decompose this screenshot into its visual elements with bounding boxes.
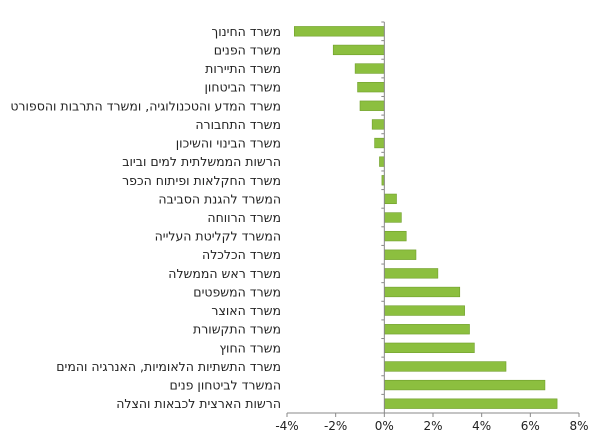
category-labels-group: משרד החינוך משרד הפנים משרד התיירות משרד הב… bbox=[10, 24, 281, 411]
bar-10 bbox=[384, 212, 402, 223]
bar-5 bbox=[371, 119, 385, 130]
category-label-0: משרד החינוך bbox=[212, 24, 281, 39]
category-label-13: משרד ראש הממשלה bbox=[168, 266, 281, 281]
x-tick-label-5: 6% bbox=[521, 419, 540, 433]
x-tick-label-4: 4% bbox=[472, 419, 491, 433]
bar-9 bbox=[384, 193, 397, 205]
category-label-14: משרד המשפטים bbox=[193, 284, 281, 299]
bar-20 bbox=[384, 398, 558, 409]
bar-16 bbox=[384, 324, 470, 335]
bar-1 bbox=[332, 44, 385, 56]
category-label-16: משרד התקשורת bbox=[193, 322, 281, 337]
category-label-7: הרשות הממשלתית למים וביוב bbox=[122, 154, 281, 169]
x-tick-label-6: 8% bbox=[569, 419, 588, 433]
bar-0 bbox=[293, 26, 385, 37]
category-label-20: הרשות הארצית לכבאות והצלה bbox=[116, 396, 281, 411]
category-label-6: משרד הבינוי והשיכון bbox=[176, 136, 281, 151]
x-tick-label-3: 2% bbox=[423, 419, 442, 433]
category-label-9: המשרד להגנת הסביבה bbox=[158, 191, 281, 206]
bar-12 bbox=[384, 249, 417, 260]
bar-3 bbox=[357, 82, 385, 93]
x-tick-label-1: -2% bbox=[324, 419, 347, 433]
category-label-11: המשרד לקליטת העלייה bbox=[155, 229, 281, 244]
x-tick-label-0: -4% bbox=[275, 419, 298, 433]
tick-labels-group: -4% -2% 0% 2% 4% 6% 8% bbox=[275, 419, 588, 433]
bar-6 bbox=[374, 137, 385, 149]
bar-15 bbox=[384, 305, 465, 316]
bar-18 bbox=[384, 361, 507, 372]
category-label-8: משרד החקלאות ופיתוח הכפר bbox=[122, 173, 281, 188]
bar-4 bbox=[359, 100, 385, 111]
bar-2 bbox=[354, 63, 385, 74]
x-tick-label-2: 0% bbox=[375, 419, 394, 433]
bar-11 bbox=[384, 230, 407, 242]
bar-14 bbox=[384, 286, 461, 298]
category-label-12: משרד הכלכלה bbox=[202, 247, 281, 262]
category-label-17: משרד החוץ bbox=[219, 340, 281, 355]
bars-group bbox=[293, 26, 558, 409]
category-label-15: משרד האוצר bbox=[211, 303, 281, 318]
bar-17 bbox=[384, 342, 475, 353]
category-label-4: משרד המדע והטכנולוגיה, ומשרד התרבות והספ… bbox=[10, 98, 281, 113]
bar-19 bbox=[384, 379, 546, 391]
category-label-5: משרד התחבורה bbox=[195, 117, 281, 132]
axes-group bbox=[286, 21, 580, 417]
category-label-18: משרד התשתיות הלאומיות, האנרגיה והמים bbox=[56, 359, 281, 374]
bar-13 bbox=[384, 268, 439, 279]
bar-7 bbox=[379, 156, 385, 167]
category-label-2: משרד התיירות bbox=[205, 61, 281, 76]
category-label-19: המשרד לביטחון פנים bbox=[170, 378, 281, 393]
category-label-10: משרד הרווחה bbox=[207, 210, 281, 225]
category-label-1: משרד הפנים bbox=[214, 42, 281, 57]
category-label-3: משרד הביטחון bbox=[205, 80, 281, 95]
